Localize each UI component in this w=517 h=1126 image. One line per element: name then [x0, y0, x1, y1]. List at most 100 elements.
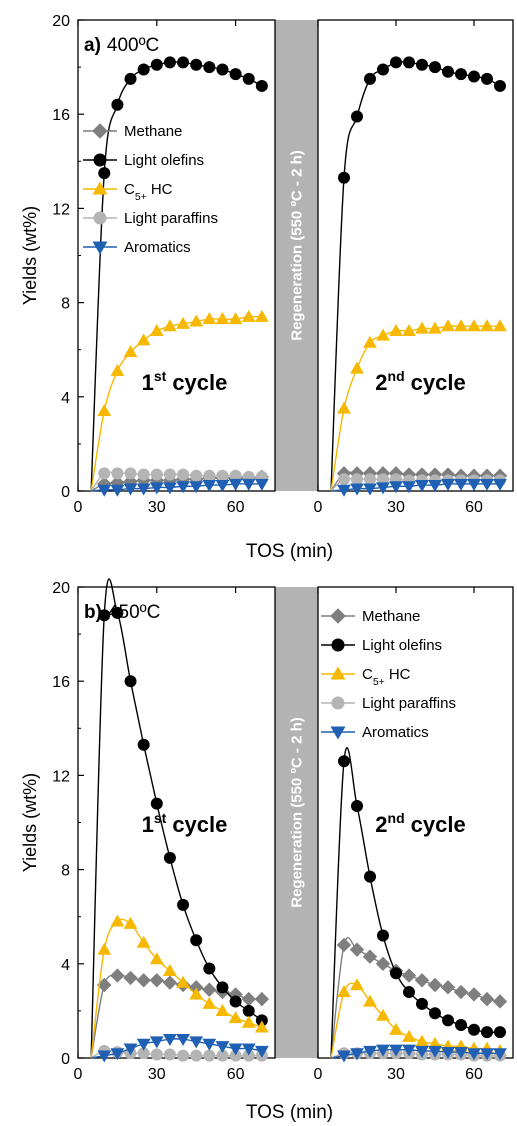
data-point-methane [228, 987, 243, 1002]
cycle-panel-1: 0 30 60 1st cycle [74, 578, 276, 1083]
panel-frame [77, 19, 276, 492]
data-point-light-olefins [442, 1014, 454, 1027]
y-tick-label: 20 [52, 580, 70, 597]
data-point-light-olefins [242, 72, 255, 85]
data-point-c5-hc [493, 319, 507, 332]
data-point-c5-hc [441, 319, 455, 332]
legend: Methane Light olefins C5+ HC Light paraffins… [321, 608, 456, 741]
data-point-light-paraffins [190, 469, 203, 482]
data-point-c5-hc [110, 363, 125, 376]
data-point-aromatics [97, 1050, 112, 1063]
data-point-c5-hc [228, 312, 243, 325]
regeneration-label: Regeneration (550 ºC - 2 h) [289, 150, 306, 341]
data-point-c5-hc [202, 312, 217, 325]
data-point-light-paraffins [338, 473, 350, 486]
data-point-methane [492, 994, 508, 1009]
data-point-c5-hc [228, 1011, 243, 1024]
data-point-methane [110, 968, 125, 983]
panel-title: b) 450ºC [84, 602, 160, 623]
data-point-methane [241, 991, 256, 1007]
data-point-light-olefins [338, 755, 350, 768]
panel-letter: b) [84, 602, 102, 623]
data-point-light-olefins [111, 98, 124, 111]
panel-frame [77, 586, 276, 1059]
data-point-aromatics [493, 1048, 507, 1061]
y-tick-label: 16 [52, 674, 70, 691]
legend-label-light-olefins: Light olefins [124, 152, 204, 169]
data-point-aromatics [241, 478, 256, 491]
legend-label-c5-hc: C5+ HC [124, 181, 173, 203]
series-aromatics [330, 478, 507, 497]
data-point-aromatics [454, 1047, 468, 1060]
data-point-aromatics [163, 1034, 177, 1047]
data-point-c5-hc [389, 323, 403, 336]
x-tick-label: 30 [387, 499, 405, 516]
series-light-olefins [330, 747, 506, 1059]
y-tick-label: 8 [61, 296, 70, 313]
data-point-light-olefins [216, 63, 229, 76]
data-point-light-olefins [150, 797, 163, 810]
data-point-aromatics [149, 1036, 164, 1049]
data-point-light-olefins [377, 929, 389, 942]
data-point-c5-hc [123, 345, 138, 358]
data-point-methane [149, 973, 164, 988]
series-c5-hc [330, 319, 507, 492]
data-point-c5-hc [241, 1015, 256, 1028]
data-point-light-olefins [177, 56, 190, 69]
data-point-aromatics [337, 1050, 351, 1063]
data-point-c5-hc [163, 963, 177, 976]
x-tick-label: 0 [74, 1066, 83, 1083]
data-point-aromatics [241, 1043, 256, 1056]
y-tick-label: 16 [52, 107, 70, 124]
data-point-c5-hc [480, 319, 494, 332]
data-point-light-olefins [416, 997, 428, 1010]
data-point-light-olefins [124, 675, 137, 688]
cycle-panel-2: 0 30 60 2nd cycle Methane Light olefins C5+ HC Li… [314, 586, 514, 1083]
y-tick-label: 8 [61, 863, 70, 880]
data-point-aromatics [215, 1041, 230, 1054]
data-point-light-olefins [403, 986, 415, 999]
data-point-methane [202, 982, 217, 997]
x-tick-label: 0 [74, 499, 83, 516]
data-point-light-paraffins [111, 467, 124, 480]
data-point-aromatics [228, 1043, 243, 1056]
data-point-light-olefins [229, 995, 242, 1008]
data-point-light-olefins [111, 606, 124, 619]
series-c5-hc [90, 309, 269, 492]
data-point-c5-hc [428, 321, 442, 334]
data-point-aromatics [228, 478, 243, 491]
panel-frame [317, 586, 514, 1059]
data-point-light-olefins [190, 934, 203, 947]
cycle-label: 2nd cycle [375, 368, 465, 395]
legend-label-light-paraffins: Light paraffins [124, 210, 218, 227]
data-point-aromatics [415, 1045, 429, 1058]
legend-label-aromatics: Aromatics [362, 724, 429, 741]
data-point-light-olefins [255, 1014, 268, 1027]
data-point-light-olefins [377, 63, 389, 76]
cycle-label: 1st cycle [142, 810, 228, 837]
data-point-light-olefins [416, 58, 428, 71]
x-tick-label: 60 [227, 1066, 245, 1083]
regeneration-band [275, 587, 318, 1058]
x-tick-label: 30 [148, 499, 166, 516]
series-aromatics [330, 1044, 507, 1063]
data-point-methane [336, 937, 352, 953]
data-point-aromatics [454, 478, 468, 491]
data-point-methane [123, 970, 138, 986]
data-point-methane [427, 977, 443, 993]
data-point-light-paraffins [150, 468, 163, 481]
data-point-methane [349, 942, 365, 957]
data-point-c5-hc [149, 952, 164, 965]
legend-label-aromatics: Aromatics [124, 239, 191, 256]
data-point-c5-hc [176, 975, 190, 988]
data-point-light-olefins [429, 61, 441, 74]
data-point-c5-hc [415, 1034, 429, 1047]
data-point-c5-hc [189, 314, 204, 327]
data-point-c5-hc [415, 321, 429, 334]
panel-letter: a) [84, 35, 101, 56]
data-point-light-paraffins [137, 468, 150, 481]
panel-title: a) 400ºC [84, 35, 159, 56]
data-point-light-olefins [390, 967, 402, 980]
data-point-light-olefins [216, 981, 229, 994]
